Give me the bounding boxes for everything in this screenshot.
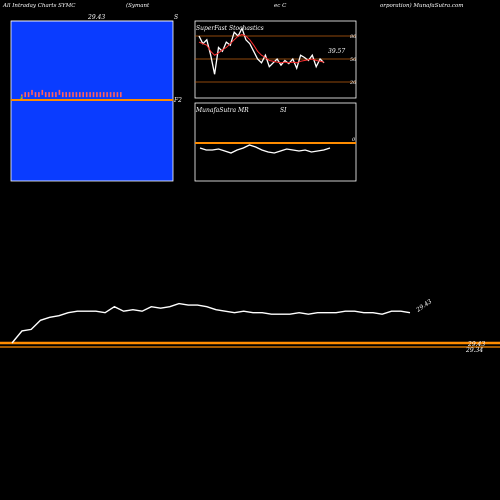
intraday-candle	[62, 92, 64, 98]
intraday-candle	[92, 92, 95, 98]
intraday-candle	[65, 92, 67, 98]
intraday-candle	[85, 92, 88, 98]
intraday-candle	[31, 89, 33, 95]
intraday-candle	[96, 92, 98, 98]
intraday-candle	[116, 92, 119, 98]
stoch-current-value: 39.57	[328, 48, 345, 55]
intraday-candles	[19, 89, 122, 101]
mrsi-panel: MunafaSutra MR SI 0	[194, 102, 357, 182]
stoch-title: SuperFast Stochastics	[196, 25, 264, 32]
stoch-tick-20: 20	[349, 80, 357, 86]
intraday-candle	[113, 92, 115, 98]
intraday-last-label: F2	[173, 97, 182, 104]
intraday-candle	[27, 92, 30, 98]
mrsi-zero-tick: 0	[352, 137, 356, 143]
intraday-candle	[24, 92, 26, 98]
daily-orange-label-upper: 29.43	[467, 341, 485, 348]
header-middle-2: ec C	[274, 3, 287, 9]
stochastics-panel-background	[194, 20, 357, 99]
stoch-series-fast	[198, 26, 325, 75]
intraday-candle	[89, 92, 91, 98]
daily-orange-label-lower: 29.34	[465, 347, 483, 354]
intraday-candle	[99, 92, 102, 98]
stochastics-panel: 80 50 20 SuperFast Stochastics 39.57	[194, 20, 357, 99]
intraday-candle	[38, 92, 40, 98]
stoch-tick-80: 80	[350, 34, 357, 40]
intraday-candle	[41, 89, 44, 95]
intraday-candle	[68, 92, 71, 98]
stoch-tick-50: 50	[350, 57, 357, 63]
intraday-price-panel: 29.43 S F2	[10, 14, 182, 182]
intraday-candle	[58, 89, 61, 95]
daily-price-chart: 29.43 29.43 29.34	[0, 298, 500, 354]
intraday-right-marker: S	[174, 14, 178, 21]
intraday-candle	[72, 92, 74, 98]
intraday-candle	[51, 92, 54, 98]
stoch-series-slow	[198, 33, 325, 64]
mrsi-title-2: SI	[280, 107, 287, 114]
mrsi-series	[199, 144, 331, 154]
intraday-candle	[34, 92, 37, 98]
intraday-candle	[55, 92, 57, 98]
daily-last-value: 29.43	[414, 298, 433, 314]
daily-price-series	[11, 302, 411, 344]
intraday-candle	[79, 92, 81, 98]
intraday-candle	[82, 92, 84, 98]
intraday-candle	[120, 92, 122, 98]
intraday-candle	[75, 92, 78, 98]
header-left: All Intraday Charts SYMC	[3, 3, 76, 9]
intraday-top-label: 29.43	[87, 14, 105, 21]
header-right: orporation) MunafaSutra.com	[380, 3, 464, 9]
intraday-candle	[109, 92, 112, 98]
header-middle: (Symant	[126, 3, 150, 9]
intraday-candle	[106, 92, 108, 98]
mrsi-title: MunafaSutra MR	[195, 107, 249, 114]
intraday-candle	[48, 92, 50, 98]
intraday-candle	[44, 92, 47, 98]
intraday-candle	[102, 92, 105, 98]
